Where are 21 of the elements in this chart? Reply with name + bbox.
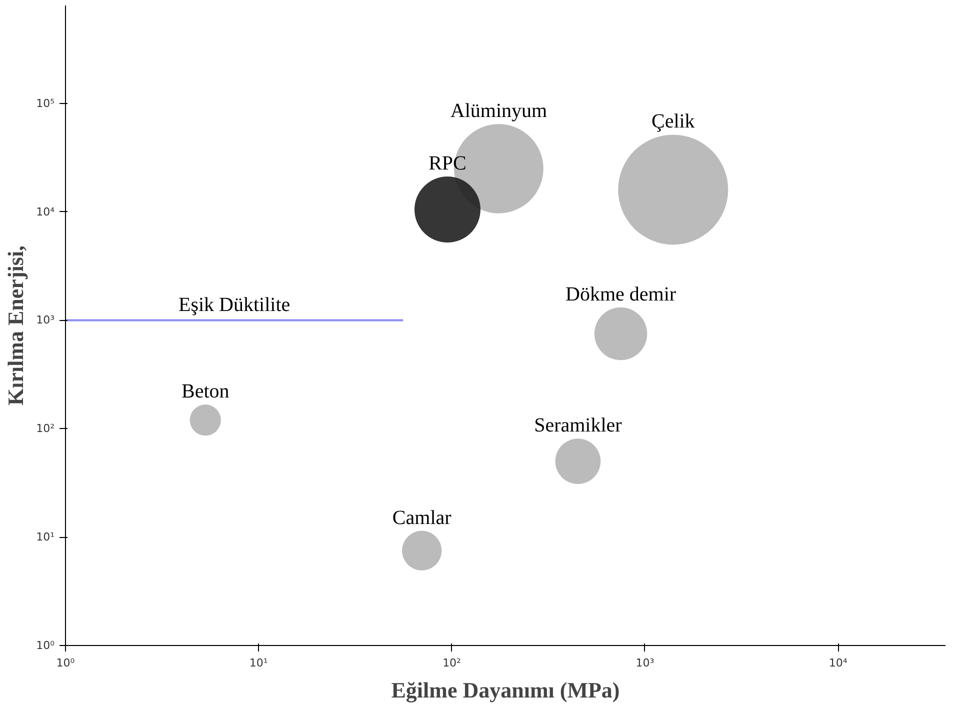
y-tick-label: 10⁰	[36, 639, 56, 652]
series-label: Eşik Düktilite	[178, 294, 290, 316]
series-label: Beton	[182, 380, 230, 403]
y-tick-label: 10⁵	[36, 96, 55, 110]
series-label: Seramikler	[534, 414, 622, 437]
x-tick-label: 10²	[442, 656, 461, 670]
x-tick-label: 10³	[636, 656, 654, 670]
y-tick-label: 10³	[36, 314, 55, 327]
series-label: Camlar	[392, 506, 452, 529]
x-axis-title: Eğilme Dayanımı (MPa)	[391, 678, 620, 702]
y-axis-title: Kırılma Enerjisi,	[3, 245, 28, 406]
x-tick-label: 10¹	[249, 656, 268, 670]
series-label: Alüminyum	[450, 100, 548, 122]
y-tick-label: 10²	[36, 422, 55, 436]
series-label: RPC	[428, 152, 466, 175]
x-tick-label: 10⁴	[828, 656, 848, 670]
y-tick-label: 10¹	[36, 530, 55, 544]
y-tick-label: 10⁴	[36, 205, 56, 218]
series-label: Dökme demir	[566, 283, 676, 306]
x-tick-label: 10⁰	[56, 656, 76, 670]
series-label: Çelik	[651, 110, 695, 133]
